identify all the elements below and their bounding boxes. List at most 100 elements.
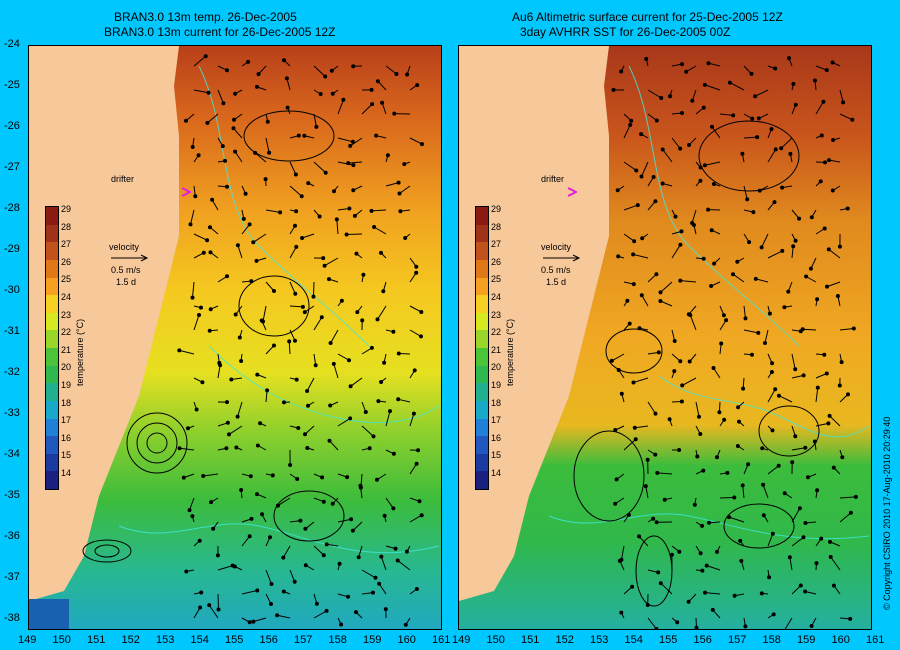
right-velocity-days: 1.5 d [546,277,567,287]
current-vector-head [826,421,831,426]
longitude-tick-label: 153 [156,634,175,646]
current-vector-arrow [289,246,297,259]
current-vector-arrow [743,185,748,200]
current-vector-head [369,208,374,213]
current-vector-head [376,399,381,404]
current-vector-head [220,144,225,149]
current-vector-head [819,536,824,541]
current-vector-head [680,111,684,115]
current-vector-head [330,91,335,96]
current-vector-head [687,359,692,364]
current-vector-arrow [780,137,793,149]
current-vector-head [319,315,324,320]
left-colorbar [45,206,59,490]
colorbar-tick-label: 15 [491,450,502,461]
current-vector-head [780,248,785,253]
current-vector-head [320,475,325,480]
current-vector-head [629,118,634,123]
current-vector-head [239,488,244,492]
current-vector-head [850,117,855,122]
current-vector-arrow [385,182,399,187]
current-vector-arrow [695,401,700,417]
current-vector-head [749,71,754,76]
current-vector-head [349,517,354,522]
current-vector-head [272,343,276,348]
latitude-tick-label: -33 [4,407,20,419]
current-vector-arrow [623,438,637,451]
colorbar-tick-label: 21 [61,344,72,355]
left-map-panel[interactable]: drifter velocity 0.5 m/s 1.5 d 29 28 27 26 2… [28,45,442,630]
current-vector-arrow [288,341,291,355]
current-vector-arrow [193,55,207,67]
current-vector-head [687,143,691,147]
colorbar-tick-label: 26 [61,256,72,267]
current-vector-arrow [711,126,721,139]
current-vector-head [225,68,229,73]
current-vector-arrow [348,161,363,164]
right-drifter-icon [567,187,577,197]
current-vector-head [258,421,263,426]
current-vector-arrow [329,440,339,451]
current-vector-arrow [385,497,394,509]
current-vector-head [710,607,715,612]
current-vector-head [282,58,286,63]
current-vector-arrow [399,185,411,194]
current-vector-head [814,561,819,566]
latitude-tick-label: -38 [4,612,20,624]
current-vector-head [827,413,832,418]
current-vector-head [415,83,420,88]
current-vector-arrow [301,233,315,239]
current-vector-head [654,520,659,525]
current-vector-head [753,276,758,281]
current-vector-head [793,238,798,243]
current-vector-head [631,252,636,257]
current-vector-arrow [742,485,745,499]
current-vector-head [391,329,396,334]
current-vector-head [631,380,636,385]
current-vector-head [187,508,192,513]
current-vector-head [233,91,238,96]
current-vector-arrow [337,161,354,166]
current-vector-head [700,568,705,573]
current-vector-arrow [791,353,796,370]
current-vector-head [232,564,237,569]
current-vector-arrow [289,569,296,582]
current-vector-head [392,111,397,116]
current-vector-head [255,588,260,593]
current-vector-head [717,410,722,415]
current-vector-head [416,448,421,453]
current-vector-head [767,311,772,316]
current-vector-arrow [743,305,746,319]
current-vector-arrow [791,585,802,595]
current-vector-head [613,501,618,506]
current-vector-head [324,608,329,613]
current-vector-head [354,251,359,256]
current-vector-head [831,465,836,470]
current-vector-head [791,81,796,86]
colorbar-tick-label: 18 [491,397,502,408]
current-vector-arrow [349,137,363,147]
current-vector-head [253,150,258,155]
current-vector-head [680,383,685,388]
current-vector-head [698,178,703,183]
current-vector-arrow [647,401,656,414]
current-vector-arrow [729,82,745,91]
current-vector-head [684,69,689,74]
current-vector-head [731,113,736,118]
current-vector-arrow [641,294,649,307]
longitude-tick-label: 151 [87,634,106,646]
current-vector-arrow [346,233,363,235]
current-vector-arrow [789,557,793,571]
current-vector-head [239,359,244,363]
current-vector-head [288,463,293,467]
current-vector-head [247,620,252,625]
current-vector-head [263,177,268,182]
current-vector-head [225,420,230,425]
current-vector-arrow [839,496,856,499]
current-vector-head [772,200,777,205]
current-vector-arrow [207,113,219,124]
right-map-panel[interactable]: drifter velocity 0.5 m/s 1.5 d 29 28 27 26 2… [458,45,872,630]
current-vector-head [719,341,724,346]
colorbar-tick-label: 14 [491,468,502,478]
current-vector-head [841,100,846,105]
